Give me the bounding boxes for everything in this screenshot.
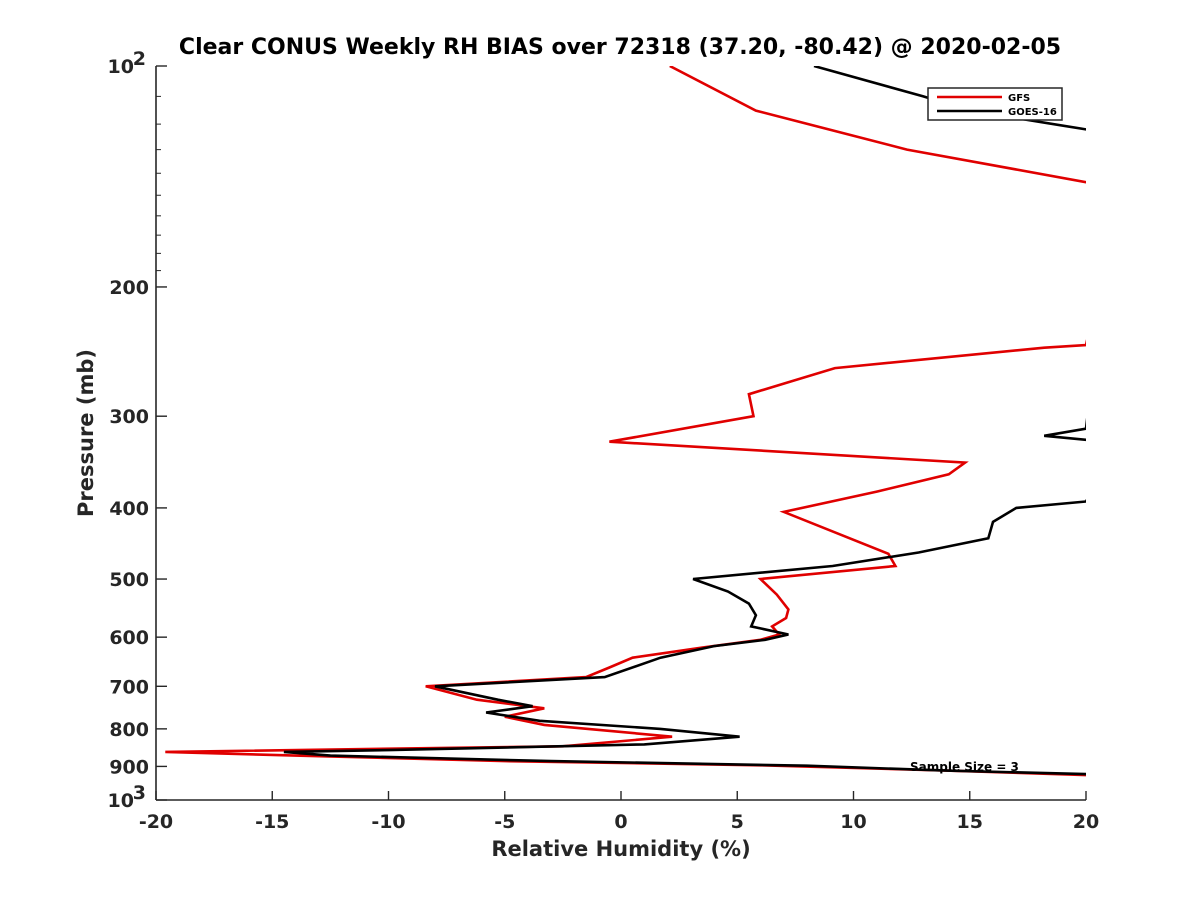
y-tick-exponent: 2 (133, 48, 146, 70)
y-tick-label: 10 (108, 790, 134, 812)
x-tick-label: 0 (614, 811, 627, 833)
y-tick-label: 10 (108, 56, 134, 78)
y-tick-label: 800 (109, 719, 149, 741)
y-axis-label: Pressure (mb) (74, 349, 98, 517)
axes: -20 -15 -10 -5 0 5 10 15 20102200300400500600700… (108, 48, 1100, 833)
x-tick-label: -20 (139, 811, 173, 833)
legend-label: GFS (1008, 93, 1030, 104)
y-tick-label: 500 (109, 569, 149, 591)
x-axis-label: Relative Humidity (%) (491, 837, 750, 861)
x-tick-label: 5 (731, 811, 744, 833)
x-tick-label: -10 (371, 811, 405, 833)
y-tick-label: 900 (109, 756, 149, 778)
plot-area (165, 66, 1086, 777)
x-tick-label: 10 (840, 811, 866, 833)
y-tick-label: 400 (109, 498, 149, 520)
y-tick-label: 600 (109, 627, 149, 649)
x-tick-label: -15 (255, 811, 289, 833)
y-tick-label: 200 (109, 277, 149, 299)
x-tick-label: 15 (957, 811, 983, 833)
y-tick-exponent: 3 (133, 782, 146, 804)
sample-size-annotation: Sample Size = 3 (910, 760, 1019, 774)
legend: GFS GOES-16 (927, 87, 1063, 121)
chart-title: Clear CONUS Weekly RH BIAS over 72318 (3… (179, 35, 1061, 60)
legend-label: GOES-16 (1008, 107, 1057, 118)
legend-box (927, 87, 1063, 121)
x-tick-label: -5 (494, 811, 515, 833)
series-line-goes-16 (283, 66, 1086, 776)
x-tick-label: 20 (1073, 811, 1099, 833)
y-tick-label: 700 (109, 676, 149, 698)
y-tick-label: 300 (109, 406, 149, 428)
series-line-gfs (165, 66, 1086, 777)
